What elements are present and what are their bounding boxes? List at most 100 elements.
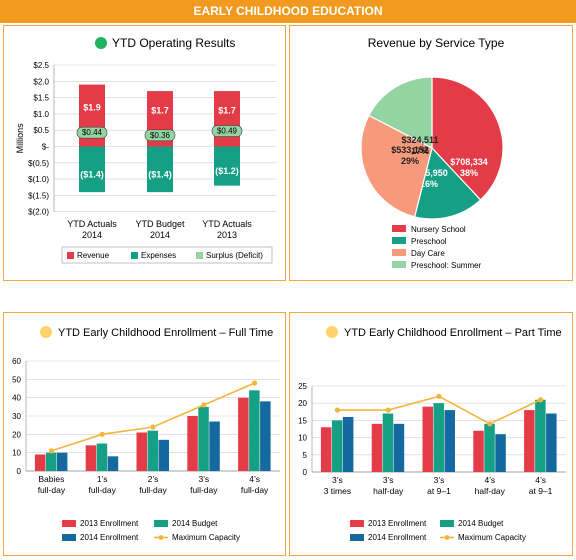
- enrollment-2013-bar: [371, 423, 383, 472]
- x-tick-label: 3’s: [198, 474, 209, 484]
- surplus-data-label: $0.36: [150, 131, 171, 140]
- surplus-data-label: $0.44: [82, 128, 103, 137]
- enrollment-2014-bar: [107, 456, 119, 471]
- expenses-data-label: ($1.4): [80, 169, 104, 179]
- x-tick-label: half-day: [373, 486, 404, 496]
- maximum-capacity-point: [487, 421, 493, 427]
- enrollment-2014-bar: [342, 416, 354, 472]
- y-tick-label: 25: [298, 382, 307, 391]
- preschool-summer-value-label: $324,511: [401, 135, 438, 145]
- x-tick-label: 2’s: [148, 474, 159, 484]
- x-tick-label: Babies: [38, 474, 64, 484]
- maximum-capacity-point: [385, 407, 391, 413]
- maximum-capacity-point: [538, 397, 544, 403]
- revenue-data-label: $1.9: [83, 102, 101, 112]
- preschool-summer-slice: [368, 76, 433, 149]
- budget-2014-bar: [96, 443, 108, 471]
- y-tick-label: $2.0: [33, 77, 49, 86]
- surplus-marker: [144, 129, 176, 142]
- enrollment-2014-bar: [158, 439, 169, 471]
- legend-maximum-capacity-label: Maximum Capacity: [458, 533, 526, 542]
- x-tick-label: 1’s: [97, 474, 108, 484]
- legend-budget-2014-swatch: [154, 520, 168, 527]
- enrollment-2013-bar: [422, 406, 433, 472]
- y-tick-label: 5: [303, 451, 308, 460]
- x-tick-label: full-day: [38, 485, 66, 495]
- operating-results-panel: YTD Operating Results $2.5 $2.0 $1.5 $1.0 $0.…: [3, 25, 286, 281]
- enrollment-2013-bar: [524, 410, 535, 472]
- revenue-data-label: $1.7: [218, 106, 236, 116]
- section-banner: EARLY CHILDHOOD EDUCATION: [0, 0, 576, 23]
- enrollment-2014-bar: [260, 401, 271, 471]
- expenses-data-label: ($1.4): [148, 169, 172, 179]
- y-tick-label: 60: [12, 357, 21, 366]
- title-bullet-icon: [326, 326, 338, 338]
- x-tick-label: full-day: [139, 485, 167, 495]
- y-tick-label: 40: [12, 394, 21, 403]
- x-tick-label: 4’s: [535, 475, 546, 485]
- enrollment-2014-bar: [546, 413, 557, 472]
- enrollment-2013-bar: [320, 427, 332, 472]
- y-tick-label: $(0.5): [28, 159, 49, 168]
- enrollment-part-time-chart: YTD Early Childhood Enrollment – Part Ti…: [298, 326, 566, 542]
- budget-2014-bar: [331, 420, 343, 472]
- legend-budget-2014-swatch: [440, 520, 454, 527]
- y-axis-label: Millions: [15, 123, 25, 154]
- legend-box: [61, 246, 273, 264]
- y-tick-label: 20: [298, 399, 307, 408]
- operating-results-chart: YTD Operating Results $2.5 $2.0 $1.5 $1.0 $0.…: [15, 36, 276, 264]
- enrollment-2013-bar: [473, 430, 484, 472]
- legend-day-care-swatch: [392, 249, 406, 256]
- enrollment-2013-bar: [187, 416, 198, 471]
- y-tick-label: $1.0: [33, 110, 49, 119]
- budget-2014-bar: [45, 452, 57, 471]
- y-tick-label: 0: [17, 467, 22, 476]
- chart-title: Revenue by Service Type: [368, 36, 505, 50]
- legend-enrollment-2013-swatch: [62, 520, 76, 527]
- y-tick-label: $-: [42, 143, 49, 152]
- enrollment-part-time-panel: YTD Early Childhood Enrollment – Part Ti…: [289, 312, 573, 556]
- legend-enrollment-2014-swatch: [350, 534, 364, 541]
- legend-day-care-label: Day Care: [411, 249, 445, 258]
- y-tick-label: $1.5: [33, 94, 49, 103]
- legend-enrollment-2013-label: 2013 Enrollment: [80, 519, 139, 528]
- surplus-marker: [211, 125, 243, 137]
- enrollment-full-time-chart: YTD Early Childhood Enrollment – Full Ti…: [12, 326, 280, 542]
- title-bullet-icon: [95, 37, 107, 49]
- legend-preschool-swatch: [392, 237, 406, 244]
- legend-preschool-summer-label: Preschool: Summer: [411, 261, 482, 270]
- y-tick-label: 0: [303, 468, 308, 477]
- preschool-value-label: $295,950: [410, 168, 448, 178]
- nursery-school-value-label: $708,334: [450, 157, 488, 167]
- legend-surplus-label: Surplus (Deficit): [206, 251, 263, 260]
- day-care-value-label: $533,152: [391, 145, 429, 155]
- budget-2014-bar: [249, 390, 260, 471]
- budget-2014-bar: [382, 413, 394, 472]
- enrollment-full-time-panel: YTD Early Childhood Enrollment – Full Ti…: [3, 312, 286, 556]
- enrollment-2014-bar: [495, 434, 506, 472]
- x-tick-label: full-day: [88, 485, 116, 495]
- chart-title: YTD Operating Results: [112, 36, 235, 50]
- x-tick-label: 2014: [82, 230, 102, 240]
- x-tick-label: full-day: [190, 485, 218, 495]
- maximum-capacity-point: [150, 424, 156, 430]
- y-tick-label: $(1.5): [28, 191, 49, 200]
- legend-nursery-school-swatch: [392, 225, 406, 232]
- budget-2014-bar: [147, 430, 158, 471]
- legend-maximum-capacity-label: Maximum Capacity: [172, 533, 240, 542]
- budget-2014-bar: [433, 403, 444, 472]
- revenue-by-service-panel: Revenue by Service Type $708,334 38% $295,9…: [289, 25, 573, 281]
- day-care-slice: [360, 114, 433, 218]
- maximum-capacity-point: [201, 402, 207, 408]
- legend-enrollment-2013-swatch: [350, 520, 364, 527]
- y-tick-label: $(1.0): [28, 175, 49, 184]
- x-tick-label: full-day: [241, 485, 269, 495]
- surplus-marker: [76, 126, 108, 139]
- title-bullet-icon: [40, 326, 52, 338]
- x-tick-label: 3’s: [383, 475, 394, 485]
- legend-enrollment-2013-label: 2013 Enrollment: [368, 519, 427, 528]
- y-tick-label: 10: [298, 434, 307, 443]
- legend-maximum-capacity-marker: [444, 535, 450, 540]
- revenue-data-label: $1.7: [151, 106, 169, 116]
